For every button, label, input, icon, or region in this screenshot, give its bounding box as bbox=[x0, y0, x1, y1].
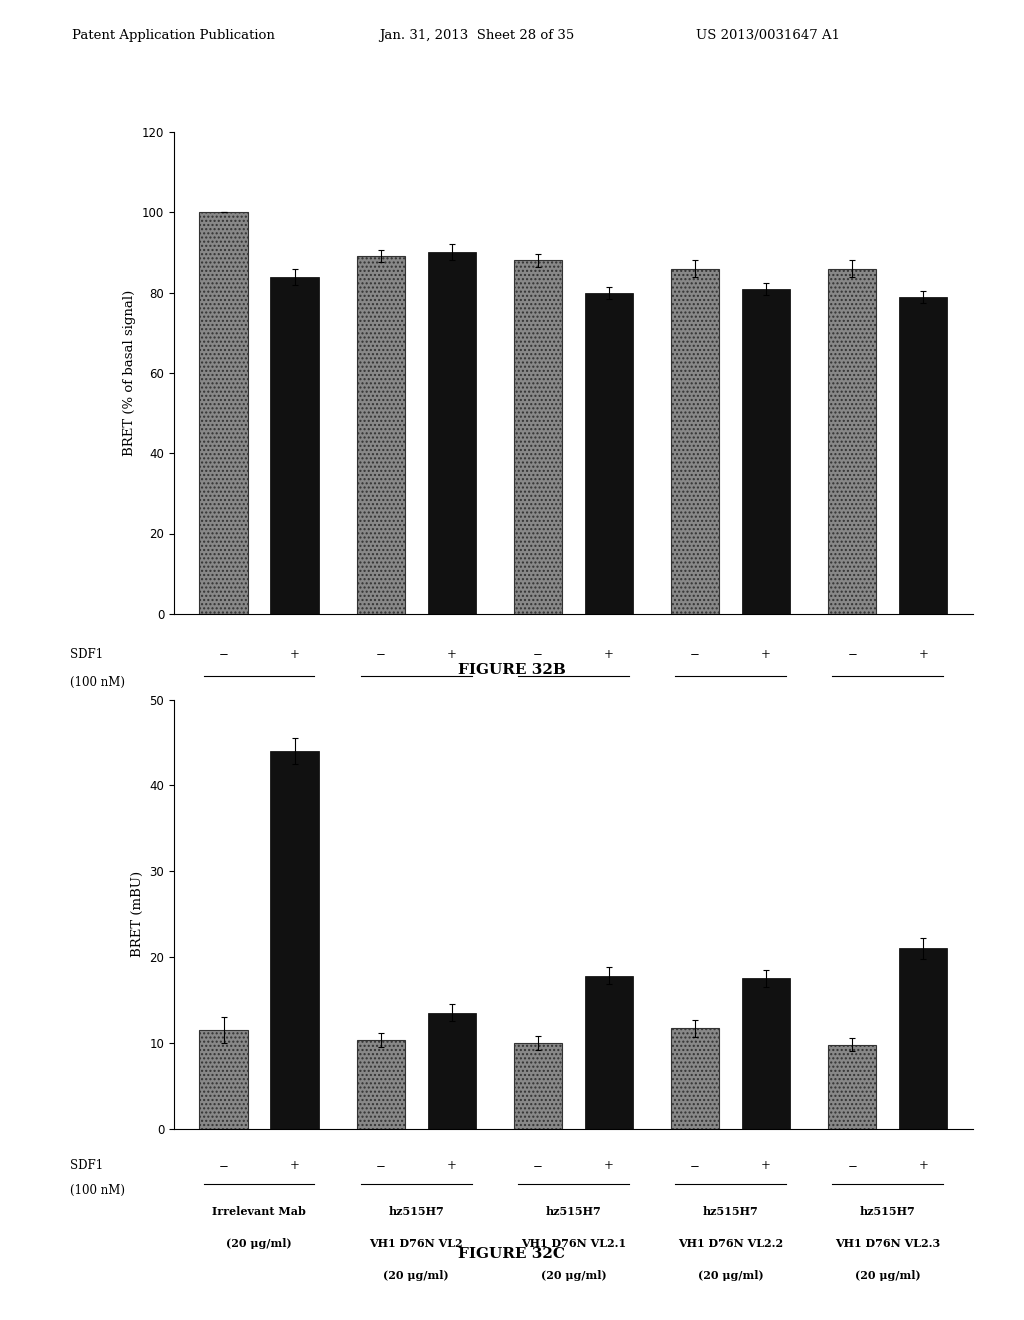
Text: VH1 D76N VL2: VH1 D76N VL2 bbox=[370, 737, 463, 747]
Text: VH1 D76N VL2.2: VH1 D76N VL2.2 bbox=[678, 737, 783, 747]
Text: (20 μg/ml): (20 μg/ml) bbox=[855, 1270, 921, 1282]
Bar bbox=[270, 751, 318, 1129]
Text: VH1 D76N VL2.1: VH1 D76N VL2.1 bbox=[521, 1238, 626, 1249]
Bar bbox=[671, 1028, 719, 1129]
Text: +: + bbox=[604, 1159, 613, 1172]
Text: −: − bbox=[848, 648, 857, 660]
Text: FIGURE 32B: FIGURE 32B bbox=[458, 663, 566, 677]
Text: hz515H7: hz515H7 bbox=[546, 1206, 601, 1217]
Text: −: − bbox=[534, 1159, 543, 1172]
Text: VH1 D76N VL2.3: VH1 D76N VL2.3 bbox=[836, 1238, 940, 1249]
Text: −: − bbox=[534, 648, 543, 660]
Bar bbox=[270, 277, 318, 614]
Text: (20 μg/ml): (20 μg/ml) bbox=[697, 772, 764, 784]
Text: VH1 D76N VL2.1: VH1 D76N VL2.1 bbox=[521, 737, 626, 747]
Text: Patent Application Publication: Patent Application Publication bbox=[72, 29, 274, 42]
Bar bbox=[428, 1012, 476, 1129]
Text: +: + bbox=[290, 1159, 299, 1172]
Bar bbox=[356, 1040, 404, 1129]
Text: US 2013/0031647 A1: US 2013/0031647 A1 bbox=[696, 29, 841, 42]
Text: (20 μg/ml): (20 μg/ml) bbox=[383, 772, 450, 784]
Text: SDF1: SDF1 bbox=[71, 648, 103, 660]
Text: (20 μg/ml): (20 μg/ml) bbox=[541, 772, 606, 784]
Text: VH1 D76N VL2.2: VH1 D76N VL2.2 bbox=[678, 1238, 783, 1249]
Text: hz515H7: hz515H7 bbox=[860, 1206, 915, 1217]
Bar bbox=[828, 268, 877, 614]
Text: −: − bbox=[376, 1159, 386, 1172]
Text: +: + bbox=[761, 1159, 771, 1172]
Text: (20 μg/ml): (20 μg/ml) bbox=[226, 1238, 292, 1249]
Bar bbox=[200, 1030, 248, 1129]
Text: FIGURE 32C: FIGURE 32C bbox=[459, 1247, 565, 1262]
Text: +: + bbox=[604, 648, 613, 660]
Text: (100 nM): (100 nM) bbox=[71, 676, 125, 689]
Text: (100 nM): (100 nM) bbox=[71, 1184, 125, 1197]
Text: −: − bbox=[218, 648, 228, 660]
Text: −: − bbox=[376, 648, 386, 660]
Bar bbox=[585, 293, 633, 614]
Y-axis label: BRET (% of basal signal): BRET (% of basal signal) bbox=[124, 290, 136, 455]
Text: SDF1: SDF1 bbox=[71, 1159, 103, 1172]
Text: Irrelevant Mab: Irrelevant Mab bbox=[212, 701, 306, 711]
Text: +: + bbox=[761, 648, 771, 660]
Bar bbox=[742, 289, 791, 614]
Text: VH1 D76N VL2.3: VH1 D76N VL2.3 bbox=[836, 737, 940, 747]
Bar bbox=[899, 948, 947, 1129]
Bar bbox=[514, 260, 562, 614]
Text: hz515H7: hz515H7 bbox=[388, 701, 444, 711]
Bar bbox=[828, 1044, 877, 1129]
Text: hz515H7: hz515H7 bbox=[546, 701, 601, 711]
Text: −: − bbox=[218, 1159, 228, 1172]
Text: hz515H7: hz515H7 bbox=[702, 1206, 759, 1217]
Text: +: + bbox=[919, 1159, 929, 1172]
Text: +: + bbox=[290, 648, 299, 660]
Bar bbox=[585, 975, 633, 1129]
Bar bbox=[671, 268, 719, 614]
Text: −: − bbox=[690, 1159, 700, 1172]
Text: +: + bbox=[446, 1159, 457, 1172]
Text: (20 μg/ml): (20 μg/ml) bbox=[697, 1270, 764, 1282]
Bar bbox=[514, 1043, 562, 1129]
Text: (20 μg/ml): (20 μg/ml) bbox=[226, 737, 292, 747]
Text: hz515H7: hz515H7 bbox=[702, 701, 759, 711]
Text: (20 μg/ml): (20 μg/ml) bbox=[541, 1270, 606, 1282]
Text: (20 μg/ml): (20 μg/ml) bbox=[855, 772, 921, 784]
Text: +: + bbox=[446, 648, 457, 660]
Text: Irrelevant Mab: Irrelevant Mab bbox=[212, 1206, 306, 1217]
Bar bbox=[356, 256, 404, 614]
Text: (20 μg/ml): (20 μg/ml) bbox=[383, 1270, 450, 1282]
Y-axis label: BRET (mBU): BRET (mBU) bbox=[131, 871, 144, 957]
Text: Jan. 31, 2013  Sheet 28 of 35: Jan. 31, 2013 Sheet 28 of 35 bbox=[379, 29, 574, 42]
Bar bbox=[200, 213, 248, 614]
Text: +: + bbox=[919, 648, 929, 660]
Bar bbox=[899, 297, 947, 614]
Text: −: − bbox=[848, 1159, 857, 1172]
Bar bbox=[428, 252, 476, 614]
Text: −: − bbox=[690, 648, 700, 660]
Text: hz515H7: hz515H7 bbox=[860, 701, 915, 711]
Bar bbox=[742, 978, 791, 1129]
Text: VH1 D76N VL2: VH1 D76N VL2 bbox=[370, 1238, 463, 1249]
Text: hz515H7: hz515H7 bbox=[388, 1206, 444, 1217]
